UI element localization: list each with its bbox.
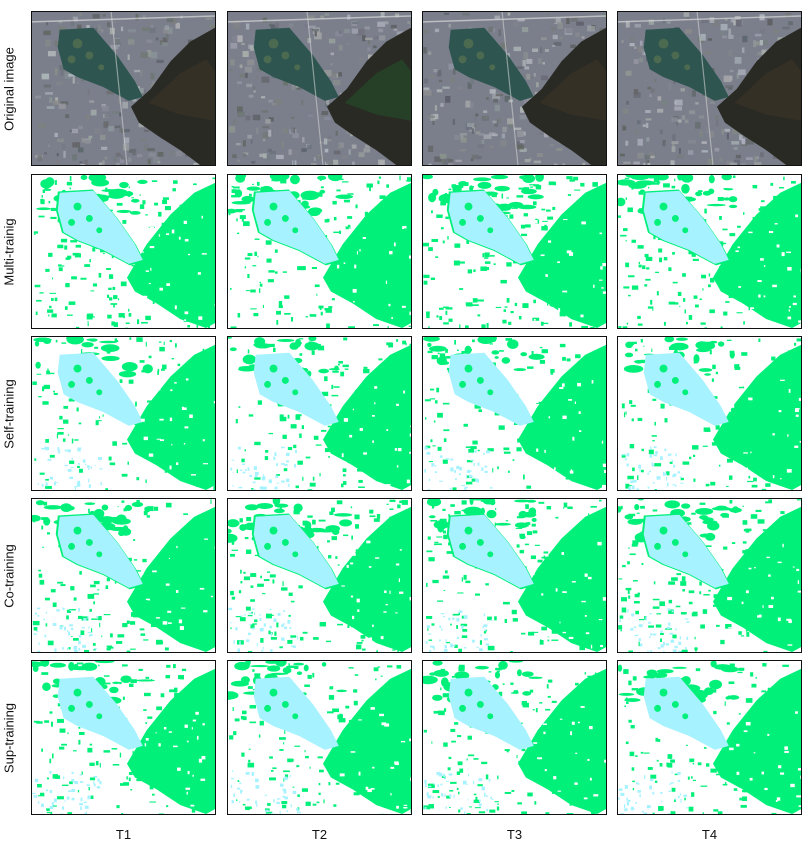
classification-map-r1-c3 bbox=[617, 174, 802, 329]
classification-map-r4-c3 bbox=[617, 660, 802, 815]
classification-map-r3-c0 bbox=[31, 498, 216, 653]
classification-map-r3-c2 bbox=[422, 498, 607, 653]
col-label-t1: T1 bbox=[115, 827, 132, 842]
row-label-0: Original image bbox=[1, 46, 17, 131]
classification-map-r2-c1 bbox=[227, 336, 412, 491]
row-label-2: Self-training bbox=[1, 378, 17, 449]
classification-map-r3-c1 bbox=[227, 498, 412, 653]
col-label-t4: T4 bbox=[701, 827, 718, 842]
row-label-3: Co-training bbox=[1, 543, 17, 608]
classification-map-r2-c2 bbox=[422, 336, 607, 491]
classification-map-r4-c1 bbox=[227, 660, 412, 815]
original-image-3 bbox=[617, 11, 802, 166]
classification-map-r4-c2 bbox=[422, 660, 607, 815]
classification-map-r2-c0 bbox=[31, 336, 216, 491]
classification-map-r2-c3 bbox=[617, 336, 802, 491]
classification-map-r3-c3 bbox=[617, 498, 802, 653]
original-image-1 bbox=[227, 11, 412, 166]
col-label-t3: T3 bbox=[506, 827, 523, 842]
classification-map-r1-c1 bbox=[227, 174, 412, 329]
original-image-2 bbox=[422, 11, 607, 166]
row-label-4: Sup-training bbox=[1, 702, 17, 773]
row-label-1: Multi-trainig bbox=[1, 217, 17, 286]
col-label-t2: T2 bbox=[311, 827, 328, 842]
original-image-0 bbox=[31, 11, 216, 166]
classification-map-r4-c0 bbox=[31, 660, 216, 815]
classification-map-r1-c2 bbox=[422, 174, 607, 329]
classification-map-r1-c0 bbox=[31, 174, 216, 329]
